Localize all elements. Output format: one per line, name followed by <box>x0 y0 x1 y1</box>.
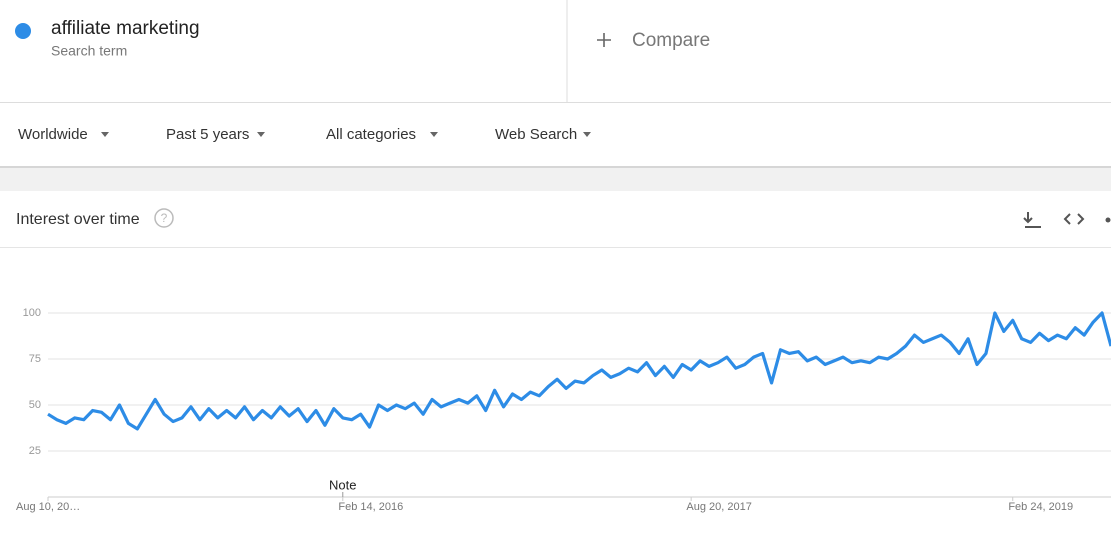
x-tick-label: Feb 14, 2016 <box>338 501 403 513</box>
y-tick-label: 100 <box>23 307 41 319</box>
page-gap <box>0 166 1111 191</box>
term-color-dot <box>15 23 31 39</box>
y-tick-label: 75 <box>29 353 41 365</box>
x-tick-label: Feb 24, 2019 <box>1008 501 1073 513</box>
plus-icon[interactable] <box>597 33 611 47</box>
search-term[interactable]: affiliate marketing <box>51 18 200 39</box>
dropdown-arrow[interactable] <box>430 132 438 137</box>
more-icon[interactable] <box>1105 217 1111 223</box>
filter-region[interactable]: Worldwide <box>18 126 88 143</box>
search-term-subtitle: Search term <box>51 43 127 59</box>
compare-button[interactable]: Compare <box>632 30 710 51</box>
filter-property[interactable]: Web Search <box>495 126 577 143</box>
x-tick-label: Aug 20, 2017 <box>686 501 751 513</box>
x-tick-label: Aug 10, 20… <box>16 501 80 513</box>
help-icon[interactable] <box>154 208 174 228</box>
dropdown-arrow[interactable] <box>257 132 265 137</box>
trend-line <box>47 311 1111 431</box>
annotation: Note <box>329 477 356 492</box>
y-tick-label: 50 <box>29 399 41 411</box>
download-icon[interactable] <box>1023 212 1041 228</box>
plot-area: 25 50 75 100 Aug 10, 20… Feb 14, 2016 Aug 20, … <box>16 307 1111 513</box>
dropdown-arrow[interactable] <box>583 132 591 137</box>
card-title: Interest over time <box>16 211 140 228</box>
filter-category[interactable]: All categories <box>326 126 416 143</box>
y-tick-label: 25 <box>29 445 41 457</box>
embed-icon[interactable] <box>1063 213 1085 225</box>
filter-time[interactable]: Past 5 years <box>166 126 249 143</box>
dropdown-arrow[interactable] <box>101 132 109 137</box>
help-icon-mark[interactable]: ? <box>161 211 168 225</box>
